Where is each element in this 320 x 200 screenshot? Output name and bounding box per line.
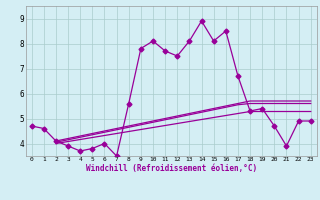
X-axis label: Windchill (Refroidissement éolien,°C): Windchill (Refroidissement éolien,°C) — [86, 164, 257, 173]
